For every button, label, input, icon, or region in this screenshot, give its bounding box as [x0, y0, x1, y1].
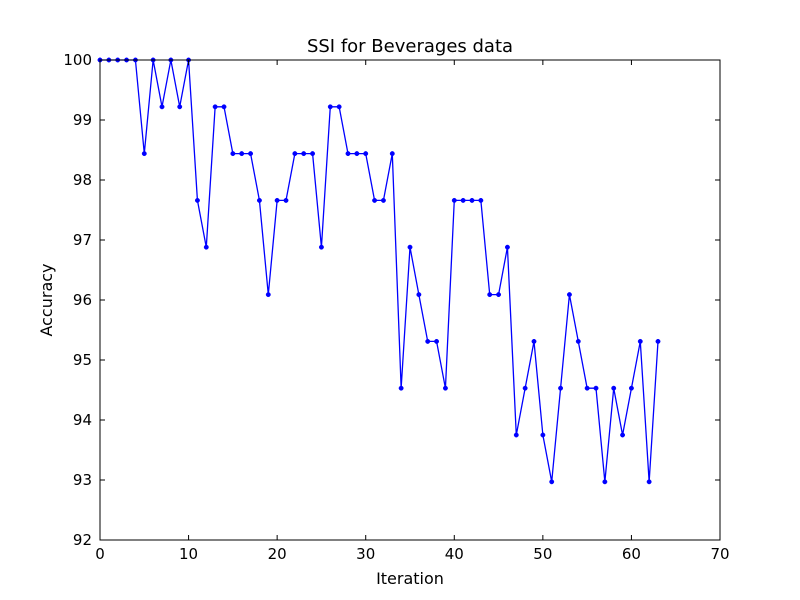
- data-point: [593, 385, 599, 391]
- data-point: [336, 104, 342, 110]
- data-point: [628, 385, 634, 391]
- data-point: [372, 197, 378, 203]
- data-point: [256, 197, 262, 203]
- data-point: [292, 151, 298, 157]
- data-point: [221, 104, 227, 110]
- data-point: [451, 197, 457, 203]
- chart-title: SSI for Beverages data: [307, 36, 513, 57]
- y-tick-label: 98: [73, 171, 92, 189]
- data-point: [478, 197, 484, 203]
- series-line: [100, 59, 659, 483]
- data-point: [469, 197, 475, 203]
- data-point: [531, 338, 537, 344]
- data-point: [301, 151, 307, 157]
- x-tick-label: 30: [356, 545, 375, 563]
- data-point: [620, 432, 626, 438]
- data-point: [513, 432, 519, 438]
- data-point: [434, 338, 440, 344]
- data-point: [194, 197, 200, 203]
- plot-background: [100, 60, 720, 540]
- axes-group: 0 10 20 30 40 50 60 70 92 93 94 95 96 97 98 99 100: [63, 51, 729, 563]
- y-tick-label: 92: [73, 531, 92, 549]
- x-axis-label: Iteration: [376, 569, 444, 588]
- data-point: [354, 151, 360, 157]
- y-tick-label: 97: [73, 231, 92, 249]
- data-point: [425, 338, 431, 344]
- x-tick-label: 10: [179, 545, 198, 563]
- data-point: [248, 151, 254, 157]
- data-point: [310, 151, 316, 157]
- data-point: [239, 151, 245, 157]
- data-point: [283, 197, 289, 203]
- data-point: [602, 479, 608, 485]
- data-point: [504, 244, 510, 250]
- data-point: [655, 338, 661, 344]
- data-point: [203, 244, 209, 250]
- y-axis-label: Accuracy: [37, 263, 56, 336]
- x-tick-label: 60: [622, 545, 641, 563]
- y-tick-label: 94: [73, 411, 92, 429]
- y-tick-label: 95: [73, 351, 92, 369]
- data-point: [345, 151, 351, 157]
- y-tick-label: 96: [73, 291, 92, 309]
- plot-area: [100, 60, 720, 540]
- y-tick-label: 99: [73, 111, 92, 129]
- data-point: [487, 292, 493, 298]
- x-tick-label: 50: [533, 545, 552, 563]
- data-point: [416, 292, 422, 298]
- data-point: [177, 104, 183, 110]
- x-tick-label: 20: [268, 545, 287, 563]
- data-point: [584, 385, 590, 391]
- data-point: [522, 385, 528, 391]
- data-point: [398, 385, 404, 391]
- data-point: [265, 292, 271, 298]
- data-point: [558, 385, 564, 391]
- y-tick-label: 93: [73, 471, 92, 489]
- data-point: [646, 479, 652, 485]
- data-point: [575, 338, 581, 344]
- data-point: [407, 244, 413, 250]
- x-tick-label: 40: [445, 545, 464, 563]
- data-point: [159, 104, 165, 110]
- data-point: [363, 151, 369, 157]
- x-tick-label: 0: [95, 545, 105, 563]
- data-point: [274, 197, 280, 203]
- data-point: [327, 104, 333, 110]
- data-point: [141, 151, 147, 157]
- data-point: [389, 151, 395, 157]
- data-point: [230, 151, 236, 157]
- data-point: [540, 432, 546, 438]
- data-point: [496, 292, 502, 298]
- y-tick-label: 100: [63, 51, 92, 69]
- data-point: [318, 244, 324, 250]
- data-point: [380, 197, 386, 203]
- data-point: [442, 385, 448, 391]
- data-point: [460, 197, 466, 203]
- series-group: [97, 57, 661, 485]
- x-tick-label: 70: [710, 545, 729, 563]
- data-point: [212, 104, 218, 110]
- data-point: [637, 338, 643, 344]
- data-point: [566, 292, 572, 298]
- data-point: [549, 479, 555, 485]
- data-point: [611, 385, 617, 391]
